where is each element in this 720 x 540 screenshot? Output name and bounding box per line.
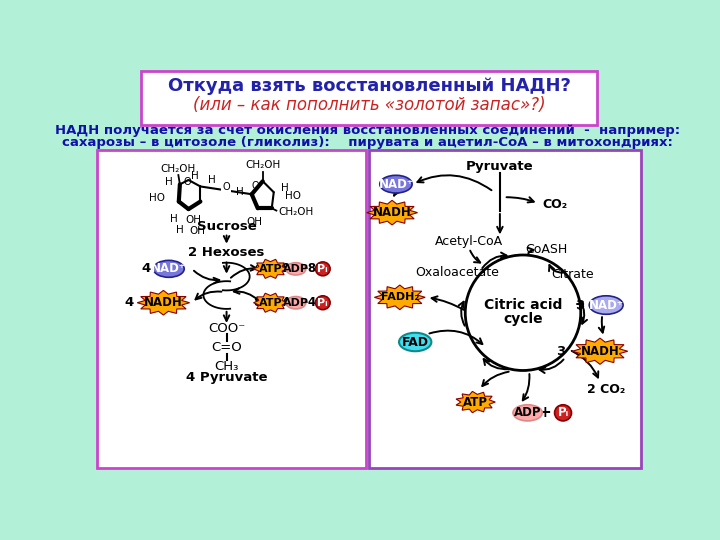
Text: ATP: ATP — [463, 396, 487, 409]
Text: FADH₂: FADH₂ — [381, 292, 419, 302]
Text: 4: 4 — [141, 262, 150, 275]
Text: Откуда взять восстановленный НАДН?: Откуда взять восстановленный НАДН? — [168, 77, 570, 94]
Text: +8: +8 — [273, 262, 291, 275]
Text: HO: HO — [284, 191, 300, 201]
Text: +: + — [538, 406, 551, 420]
Text: ADP: ADP — [283, 298, 309, 308]
Text: +8: +8 — [299, 262, 318, 275]
Text: O: O — [222, 183, 230, 192]
Text: Acetyl-CoA: Acetyl-CoA — [435, 235, 503, 248]
Text: 2 CO₂: 2 CO₂ — [587, 383, 625, 396]
Text: (или – как пополнить «золотой запас»?): (или – как пополнить «золотой запас»?) — [193, 96, 545, 114]
Text: +4: +4 — [273, 296, 291, 309]
Text: HO: HO — [149, 193, 165, 202]
Ellipse shape — [315, 262, 330, 276]
Ellipse shape — [153, 260, 184, 278]
Ellipse shape — [554, 405, 572, 421]
Ellipse shape — [379, 176, 412, 193]
Text: O: O — [184, 177, 191, 187]
Text: OH: OH — [186, 215, 202, 225]
Polygon shape — [138, 291, 189, 315]
Text: COO⁻: COO⁻ — [208, 322, 246, 335]
Text: CO₂: CO₂ — [542, 198, 567, 212]
Text: 4 Pyruvate: 4 Pyruvate — [186, 371, 267, 384]
Text: ADP: ADP — [283, 264, 309, 274]
Text: CH₂OH: CH₂OH — [278, 207, 313, 217]
Text: CH₃: CH₃ — [215, 360, 239, 373]
Text: ADP: ADP — [514, 406, 541, 420]
Text: 3: 3 — [575, 299, 585, 312]
Text: C=O: C=O — [211, 341, 242, 354]
Text: НАДН получается за счет окисления восстановленных соединений  -  например:: НАДН получается за счет окисления восста… — [55, 124, 680, 137]
Text: Oxaloacetate: Oxaloacetate — [415, 266, 500, 279]
Text: H: H — [171, 214, 178, 224]
Ellipse shape — [589, 296, 623, 314]
Text: 3: 3 — [556, 345, 565, 357]
Text: H: H — [208, 176, 216, 185]
Text: H: H — [176, 225, 184, 234]
FancyBboxPatch shape — [141, 71, 597, 125]
Text: H: H — [282, 184, 289, 193]
Text: CH₂OH: CH₂OH — [161, 164, 196, 173]
Polygon shape — [572, 338, 628, 365]
Text: CoASH: CoASH — [525, 243, 567, 256]
Ellipse shape — [399, 333, 431, 351]
Text: Pᵢ: Pᵢ — [318, 264, 328, 274]
Polygon shape — [366, 200, 418, 225]
Text: OH: OH — [246, 218, 262, 227]
Text: NADH: NADH — [373, 206, 411, 219]
Text: Citrate: Citrate — [552, 268, 595, 281]
Text: cycle: cycle — [503, 312, 543, 326]
Ellipse shape — [513, 405, 542, 421]
Text: NADH: NADH — [580, 345, 619, 357]
Text: 4: 4 — [125, 296, 134, 309]
Text: CH₂OH: CH₂OH — [245, 160, 280, 171]
Ellipse shape — [286, 296, 306, 309]
Text: ATP: ATP — [258, 264, 282, 274]
Text: 2 Hexoses: 2 Hexoses — [189, 246, 265, 259]
Text: OH: OH — [189, 226, 205, 236]
Text: 4: 4 — [253, 262, 261, 275]
Text: Pᵢ: Pᵢ — [318, 298, 328, 308]
Text: H: H — [165, 177, 173, 187]
Text: Pᵢ: Pᵢ — [557, 406, 569, 420]
Polygon shape — [253, 259, 287, 279]
Text: NAD⁺: NAD⁺ — [589, 299, 624, 312]
Text: H: H — [236, 187, 244, 197]
Text: Pyruvate: Pyruvate — [466, 160, 534, 173]
Ellipse shape — [315, 296, 330, 309]
Polygon shape — [253, 293, 287, 312]
Polygon shape — [374, 285, 426, 309]
Ellipse shape — [286, 262, 306, 275]
Text: 8: 8 — [253, 296, 261, 309]
FancyBboxPatch shape — [97, 150, 366, 468]
Text: Sucrose: Sucrose — [197, 220, 256, 233]
Text: Citric acid: Citric acid — [484, 298, 562, 312]
Text: FAD: FAD — [402, 335, 428, 348]
FancyBboxPatch shape — [369, 150, 641, 468]
Text: H: H — [191, 171, 199, 181]
Polygon shape — [456, 392, 495, 413]
Text: сахарозы – в цитозоле (гликолиз):    пирувата и ацетил-СоА – в митохондриях:: сахарозы – в цитозоле (гликолиз): пирува… — [62, 136, 673, 149]
Text: NAD⁺: NAD⁺ — [151, 262, 186, 275]
Text: NAD⁺: NAD⁺ — [379, 178, 413, 191]
Text: O: O — [252, 181, 259, 191]
Text: ATP: ATP — [258, 298, 282, 308]
Text: +4: +4 — [299, 296, 318, 309]
Text: NADH: NADH — [144, 296, 183, 309]
